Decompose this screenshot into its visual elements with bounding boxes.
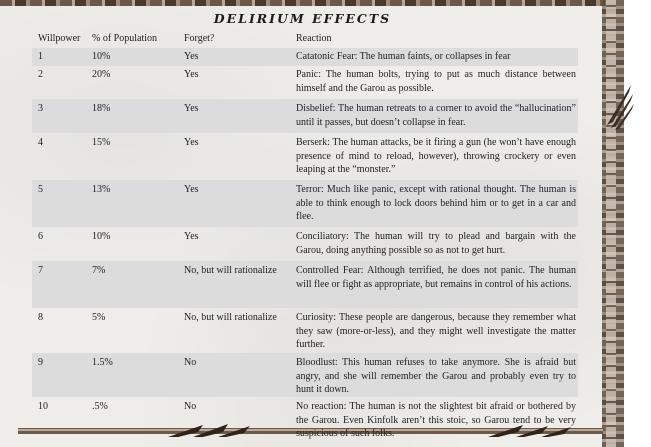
- population-cell: 7%: [92, 265, 106, 276]
- table-header-row: Willpower % of Population Forget? Reacti…: [32, 30, 578, 48]
- table-row: 1 10% Yes Catatonic Fear: The human fain…: [32, 48, 578, 66]
- reaction-cell: Panic: The human bolts, trying to put as…: [296, 69, 576, 94]
- header-population: % of Population: [92, 33, 157, 44]
- forget-cell: Yes: [184, 103, 199, 114]
- willpower-cell: 1: [38, 51, 43, 62]
- forget-cell: Yes: [184, 69, 199, 80]
- population-cell: 10%: [92, 51, 111, 62]
- population-cell: 5%: [92, 312, 106, 323]
- table-row: 9 1.5% No Bloodlust: This human refuses …: [32, 353, 578, 397]
- willpower-cell: 6: [38, 231, 43, 242]
- table-row: 10 .5% No No reaction: The human is not …: [32, 397, 578, 442]
- willpower-cell: 2: [38, 69, 43, 80]
- bottom-border-decoration: [18, 424, 603, 437]
- table-row: 4 15% Yes Berserk: The human attacks, be…: [32, 133, 578, 180]
- table-row: 8 5% No, but will rationalize Curiosity:…: [32, 308, 578, 353]
- population-cell: 18%: [92, 103, 111, 114]
- population-cell: 15%: [92, 137, 111, 148]
- table-row: 2 20% Yes Panic: The human bolts, trying…: [32, 66, 578, 99]
- reaction-cell: Conciliatory: The human will try to plea…: [296, 231, 576, 256]
- reaction-cell: Disbelief: The human retreats to a corne…: [296, 103, 576, 128]
- forget-cell: Yes: [184, 137, 199, 148]
- willpower-cell: 10: [38, 401, 48, 412]
- willpower-cell: 4: [38, 137, 43, 148]
- forget-cell: No, but will rationalize: [184, 312, 277, 323]
- willpower-cell: 5: [38, 184, 43, 195]
- header-willpower: Willpower: [38, 33, 81, 44]
- forget-cell: Yes: [184, 184, 199, 195]
- header-forget: Forget?: [184, 33, 215, 44]
- willpower-cell: 8: [38, 312, 43, 323]
- top-border-decoration: [0, 0, 605, 6]
- willpower-cell: 3: [38, 103, 43, 114]
- table-row: 3 18% Yes Disbelief: The human retreats …: [32, 99, 578, 133]
- table-row: 5 13% Yes Terror: Much like panic, excep…: [32, 180, 578, 227]
- table-title: DELIRIUM EFFECTS: [213, 11, 392, 26]
- population-cell: .5%: [92, 401, 108, 412]
- header-reaction: Reaction: [296, 33, 332, 44]
- delirium-table: Willpower % of Population Forget? Reacti…: [32, 30, 578, 442]
- claw-marks-icon: [607, 85, 634, 130]
- population-cell: 13%: [92, 184, 111, 195]
- table-row: 7 7% No, but will rationalize Controlled…: [32, 261, 578, 308]
- reaction-cell: Berserk: The human attacks, be it firing…: [296, 137, 576, 175]
- forget-cell: Yes: [184, 231, 199, 242]
- reaction-cell: Terror: Much like panic, except with rat…: [296, 184, 576, 222]
- reaction-cell: Controlled Fear: Although terrified, he …: [296, 265, 576, 290]
- reaction-cell: Catatonic Fear: The human faints, or col…: [296, 51, 511, 62]
- right-border-inner-decoration: [606, 0, 616, 447]
- population-cell: 1.5%: [92, 357, 113, 368]
- forget-cell: No: [184, 357, 197, 368]
- willpower-cell: 7: [38, 265, 43, 276]
- forget-cell: No: [184, 401, 197, 412]
- willpower-cell: 9: [38, 357, 43, 368]
- table-row: 6 10% Yes Conciliatory: The human will t…: [32, 227, 578, 261]
- population-cell: 10%: [92, 231, 111, 242]
- reaction-cell: No reaction: The human is not the slight…: [296, 401, 576, 439]
- reaction-cell: Curiosity: These people are dangerous, b…: [296, 312, 576, 350]
- reaction-cell: Bloodlust: This human refuses to take an…: [296, 357, 576, 395]
- forget-cell: Yes: [184, 51, 199, 62]
- population-cell: 20%: [92, 69, 111, 80]
- forget-cell: No, but will rationalize: [184, 265, 277, 276]
